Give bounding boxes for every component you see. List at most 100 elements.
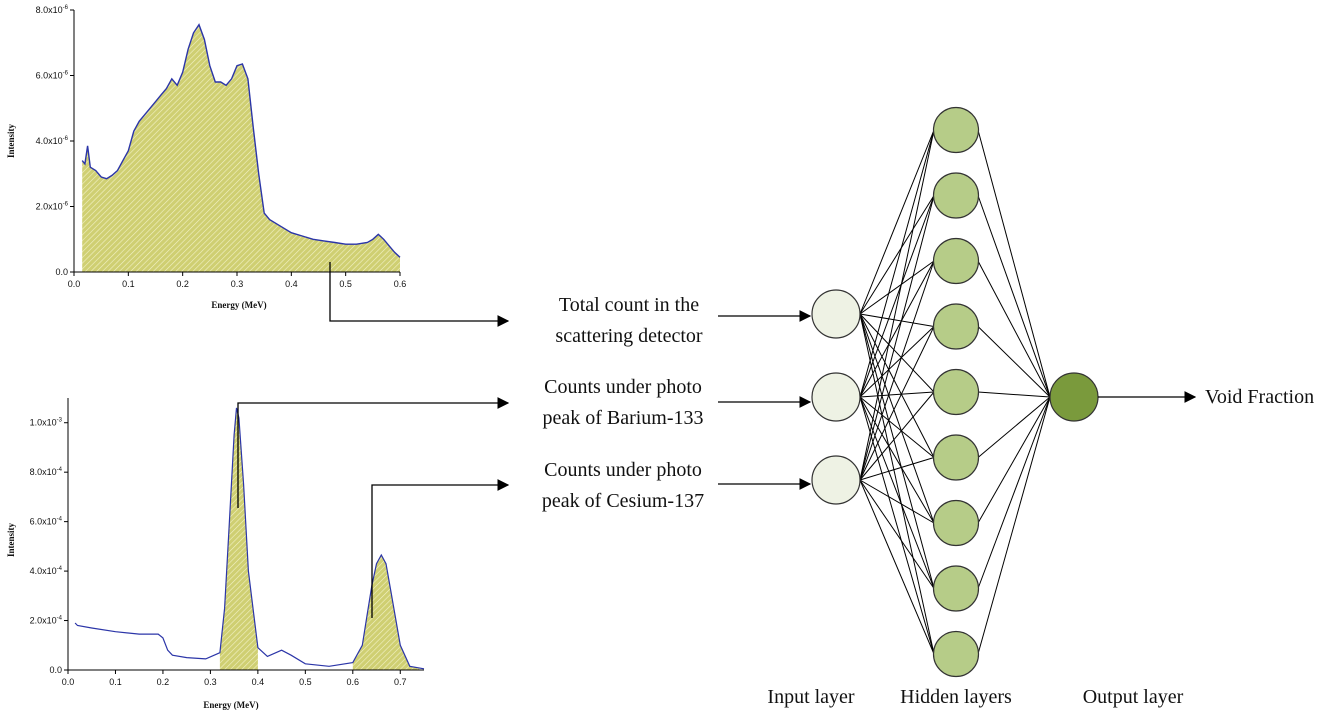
hidden-node (932, 565, 980, 612)
chart1-ytick-label: 4.0x10-6 (36, 136, 69, 146)
input-hidden-edge (859, 479, 935, 524)
label-to-input-arrows (718, 310, 812, 490)
input-hidden-edge (859, 313, 935, 524)
chart2-ylabel: Intensity (6, 523, 16, 558)
hidden-output-edge (977, 396, 1051, 589)
input-hidden-edge (859, 396, 935, 589)
chart1-xtick-label: 0.2 (176, 279, 189, 289)
chart2-xtick-label: 0.1 (109, 677, 122, 687)
chart1-ytick-label: 8.0x10-6 (36, 5, 69, 15)
chart2-line (74, 407, 425, 670)
chart1-xlabel: Energy (MeV) (211, 300, 266, 310)
input-hidden-edge (859, 457, 935, 481)
chart2-xtick-label: 0.2 (157, 677, 170, 687)
dual-source-spectrum-chart: 0.0 0.1 0.2 0.3 0.4 0.5 0.6 0.7 0.0 2.0x10-4 4.0x1… (6, 398, 425, 710)
input-hidden-edge (859, 313, 935, 393)
hidden-node (932, 172, 980, 219)
hidden-node (932, 434, 980, 481)
input-labels: Total count in the scattering detector C… (542, 294, 704, 512)
chart2-xtick-label: 0.6 (347, 677, 360, 687)
input-label-1-line2: scattering detector (555, 325, 702, 347)
input-hidden-edge (859, 260, 935, 315)
chart1-ylabel: Intensity (6, 124, 16, 159)
chart1-xtick-label: 0.0 (68, 279, 81, 289)
hidden-output-edge (977, 129, 1051, 398)
chart2-ytick-label: 0.0 (49, 665, 62, 675)
hidden-node (932, 368, 980, 416)
input-hidden-edge (859, 326, 935, 398)
network-connections (859, 129, 1051, 655)
chart2-ytick-label: 6.0x10-4 (30, 517, 63, 527)
hidden-node (932, 499, 980, 547)
chart1-xtick-label: 0.3 (231, 279, 244, 289)
hidden-output-edge (977, 391, 1051, 398)
hidden-output-edge (977, 396, 1051, 524)
chart1-xtick-label: 0.5 (339, 279, 352, 289)
chart1-xtick-label: 0.1 (122, 279, 135, 289)
chart1-area (82, 24, 400, 273)
input-hidden-edge (859, 195, 935, 398)
input-hidden-edge (859, 479, 935, 589)
input-hidden-edge (859, 396, 935, 458)
cesium-peak-area (352, 555, 420, 670)
chart2-ytick-label: 4.0x10-4 (30, 566, 63, 576)
chart2-xtick-label: 0.7 (394, 677, 407, 687)
input-label-3-line2: peak of Cesium-137 (542, 490, 704, 512)
connector-cesium (371, 479, 510, 618)
hidden-node (932, 237, 980, 285)
hidden-node (932, 303, 980, 350)
output-label: Void Fraction (1205, 386, 1314, 408)
hidden-output-edge (977, 396, 1051, 655)
input-hidden-edge (859, 313, 935, 327)
chart1-ytick-label: 6.0x10-6 (36, 71, 69, 81)
chart1-ytick-label: 2.0x10-6 (36, 202, 69, 212)
chart2-xtick-label: 0.4 (252, 677, 265, 687)
input-hidden-edge (859, 129, 935, 481)
input-hidden-edge (859, 195, 935, 315)
input-hidden-edge (859, 391, 935, 398)
chart2-xtick-label: 0.3 (204, 677, 217, 687)
hidden-layers-label: Hidden layers (900, 686, 1012, 708)
hidden-output-edge (977, 326, 1051, 398)
input-hidden-edge (859, 260, 935, 398)
hidden-node (932, 630, 980, 678)
input-hidden-edge (859, 260, 935, 481)
connector-total-count (329, 262, 510, 327)
input-hidden-edge (859, 326, 935, 481)
network-nodes (811, 106, 1099, 678)
chart2-xtick-label: 0.0 (62, 677, 75, 687)
input-layer-label: Input layer (767, 686, 855, 708)
chart-to-label-connectors (237, 262, 510, 618)
input-hidden-edge (859, 391, 935, 481)
chart1-line (81, 23, 401, 258)
input-label-3-line1: Counts under photo (544, 459, 702, 481)
output-node (1049, 372, 1099, 422)
chart1-xtick-label: 0.4 (285, 279, 298, 289)
input-hidden-edge (859, 313, 935, 458)
chart2-ytick-label: 1.0x10-3 (30, 418, 63, 428)
scattering-spectrum-chart: 0.0 0.1 0.2 0.3 0.4 0.5 0.6 0.0 2.0x10-6 4.0x10-6… (6, 5, 406, 310)
chart2-xtick-label: 0.5 (299, 677, 312, 687)
chart2-ytick-label: 2.0x10-4 (30, 616, 63, 626)
input-hidden-edge (859, 195, 935, 481)
input-hidden-edge (859, 313, 935, 655)
input-label-2-line2: peak of Barium-133 (542, 407, 703, 429)
chart1-xtick-label: 0.6 (394, 279, 407, 289)
input-hidden-edge (859, 129, 935, 398)
input-hidden-edge (859, 396, 935, 655)
input-label-1-line1: Total count in the (559, 294, 699, 316)
chart2-xlabel: Energy (MeV) (203, 700, 258, 710)
input-node (811, 289, 861, 339)
chart2-ytick-label: 8.0x10-4 (30, 467, 63, 477)
chart1-ytick-label: 0.0 (55, 267, 68, 277)
input-hidden-edge (859, 129, 935, 315)
hidden-output-edge (977, 195, 1051, 398)
barium-peak-area (219, 407, 258, 670)
input-hidden-edge (859, 479, 935, 655)
hidden-output-edge (977, 396, 1051, 458)
hidden-output-edge (977, 260, 1051, 398)
output-layer-label: Output layer (1083, 686, 1184, 708)
hidden-node (932, 106, 980, 154)
input-hidden-edge (859, 313, 935, 589)
